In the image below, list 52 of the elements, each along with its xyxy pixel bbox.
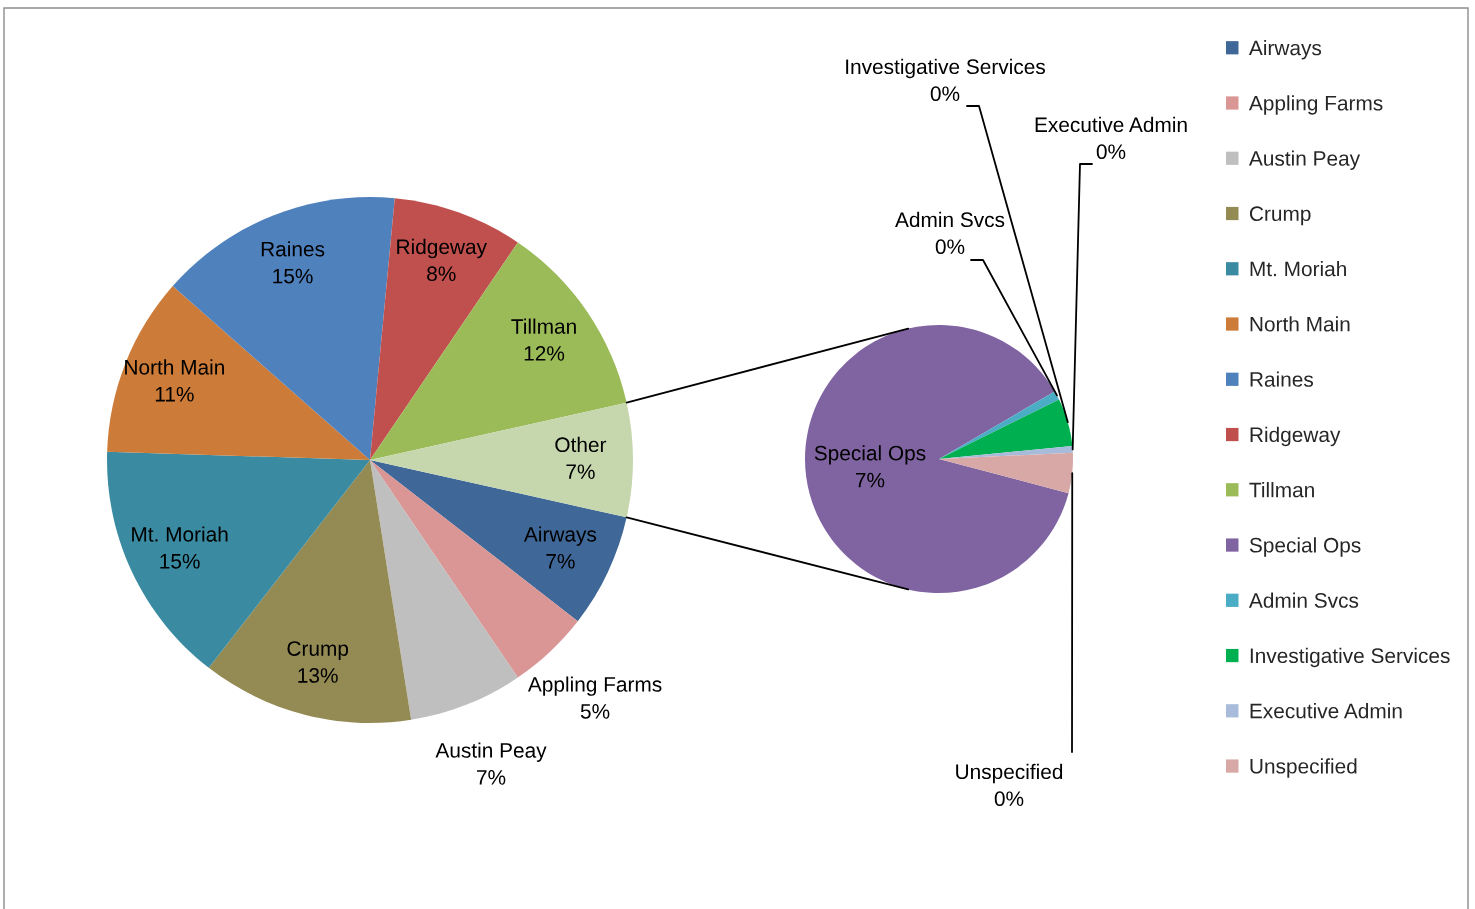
legend-label: Executive Admin: [1250, 703, 1402, 719]
data-label: 0%: [1096, 144, 1126, 160]
legend-label: Mt. Moriah: [1250, 261, 1346, 277]
data-label: 7%: [477, 770, 506, 785]
data-label: 15%: [273, 268, 313, 284]
slice-label: Other: [555, 436, 607, 453]
data-label: 7%: [566, 464, 595, 479]
legend-label: Appling Farms: [1248, 95, 1383, 115]
legend-label: Unspecified: [1250, 758, 1357, 778]
pie-slice: [107, 286, 370, 460]
legend-label: Airways: [1248, 40, 1322, 60]
data-label: 0%: [994, 791, 1024, 807]
slice-label: Airways: [523, 526, 597, 546]
slice-label: Appling Farms: [527, 676, 662, 696]
data-label: 13%: [298, 668, 338, 683]
slice-label: North Main: [125, 359, 224, 375]
legend-label: Austin Peay: [1248, 150, 1361, 170]
slice-label: Tillman: [511, 318, 576, 334]
data-label: 12%: [524, 346, 565, 361]
data-label: 7%: [546, 554, 575, 569]
slice-label: Austin Peay: [435, 742, 547, 762]
legend-label: Investigative Services: [1250, 647, 1450, 668]
legend-label: Raines: [1250, 371, 1314, 387]
legend-label: Special Ops: [1249, 537, 1361, 557]
legend-label: North Main: [1250, 316, 1350, 332]
slice-label: Unspecified: [956, 763, 1063, 784]
slice-label: Special Ops: [814, 445, 926, 465]
slice-label: Executive Admin: [1035, 116, 1187, 133]
data-label: 5%: [580, 704, 610, 719]
data-label: 7%: [855, 472, 885, 488]
pie-slice: [107, 451, 370, 668]
slice-label: Investigative Services: [846, 58, 1045, 79]
pie-slice: [805, 325, 1069, 593]
pie-slice: [370, 460, 627, 622]
pie-slice: [370, 402, 633, 518]
data-label: 0%: [930, 86, 960, 102]
slice-label: Ridgeway: [397, 238, 487, 259]
legend-label: Crump: [1249, 206, 1311, 226]
data-label: 8%: [427, 266, 456, 282]
pie-slice: [939, 399, 1073, 459]
data-label: 15%: [160, 554, 200, 569]
data-label: 0%: [935, 239, 965, 255]
slice-label: Admin Svcs: [895, 211, 1005, 228]
slice-label: Mt. Moriah: [132, 526, 228, 542]
legend-label: Admin Svcs: [1248, 592, 1359, 608]
data-label: 11%: [155, 386, 194, 402]
legend-label: Tillman: [1249, 482, 1314, 498]
pie-slice: [370, 460, 518, 720]
slice-label: Crump: [287, 641, 349, 661]
legend-label: Ridgeway: [1250, 426, 1341, 447]
slice-label: Raines: [261, 241, 325, 257]
pie-slice: [939, 452, 1073, 494]
